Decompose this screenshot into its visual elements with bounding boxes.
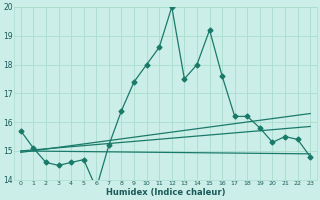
X-axis label: Humidex (Indice chaleur): Humidex (Indice chaleur)	[106, 188, 225, 197]
